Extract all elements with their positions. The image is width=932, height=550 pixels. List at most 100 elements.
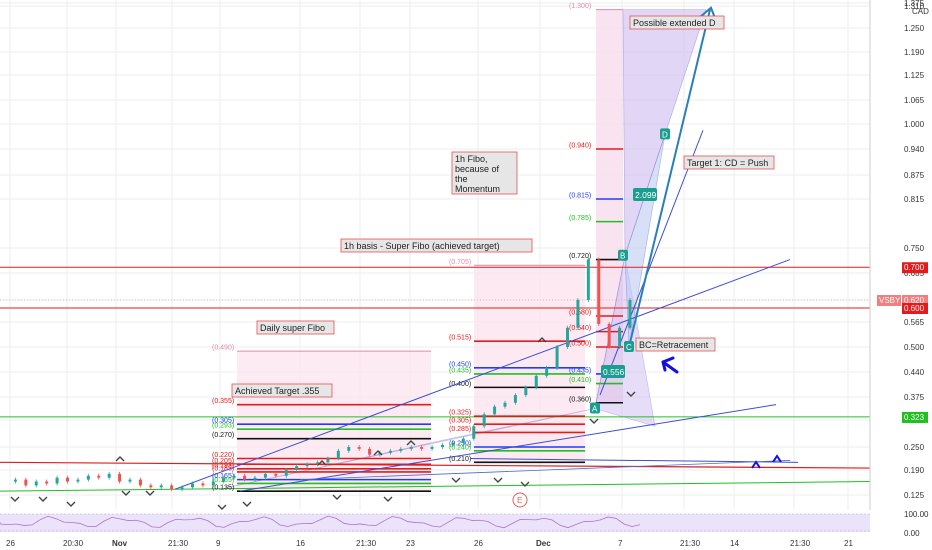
basis-fib-label: (0.400) xyxy=(449,381,471,388)
time-tick-label: 21:30 xyxy=(356,539,377,548)
price-candles xyxy=(13,257,632,492)
candle-body xyxy=(388,450,392,453)
candle-body xyxy=(34,481,38,486)
candle-body xyxy=(430,447,434,449)
candle-body xyxy=(45,481,49,484)
candle-body xyxy=(513,395,517,403)
price-tick-label: 0.815 xyxy=(904,195,925,204)
price-tick-label: 1.000 xyxy=(904,120,925,129)
candle-body xyxy=(97,475,101,478)
down-signal-marker xyxy=(493,477,503,483)
candle-body xyxy=(149,485,153,488)
down-signal-marker xyxy=(451,477,461,483)
candle-body xyxy=(503,402,507,407)
channel-mid-line xyxy=(239,404,777,492)
candle-body xyxy=(420,447,424,449)
price-badge-label: 0.700 xyxy=(904,263,925,272)
daily-fib-label: (0.165) xyxy=(212,473,234,480)
candle-body xyxy=(451,442,455,445)
momentum-note-text: Momentum xyxy=(455,184,500,194)
candle-body xyxy=(24,479,28,486)
basis-fib-label: (0.240) xyxy=(449,444,471,451)
target1-note-text: Target 1: CD = Push xyxy=(687,158,768,168)
pattern-points: A B C D 0.556 2.099 xyxy=(590,128,670,414)
channel-floor-line xyxy=(299,460,791,481)
oscillator-tick: 100.00 xyxy=(904,510,929,519)
pattern-point-b xyxy=(618,249,628,261)
candle-body xyxy=(618,327,622,347)
momentum-fib-label: (0.815) xyxy=(569,193,591,200)
time-tick-label: 21:30 xyxy=(680,539,701,548)
daily-fib-label: (0.205) xyxy=(212,458,234,465)
candle-body xyxy=(472,426,476,439)
momentum-note-text: the xyxy=(455,174,468,184)
momentum-note-text: because of xyxy=(455,164,500,174)
basis-fib-label: (0.210) xyxy=(449,456,471,463)
candle-body xyxy=(524,387,528,396)
pattern-point-a xyxy=(590,402,600,414)
price-tick-label: 0.125 xyxy=(904,491,925,500)
price-tick-label: 0.375 xyxy=(904,393,925,402)
bc-note-box xyxy=(635,337,716,352)
candle-body xyxy=(211,481,215,486)
price-badge-label: 0.323 xyxy=(904,413,925,422)
achieved-note-box xyxy=(231,383,333,398)
price-axis[interactable]: 1.3751.3501.3101.2501.1901.1251.0651.000… xyxy=(869,0,928,510)
momentum-fib-label: (0.785) xyxy=(569,215,591,222)
down-signal-marker xyxy=(145,490,155,496)
momentum-fib-label: (0.580) xyxy=(569,310,591,317)
down-signal-marker xyxy=(38,496,48,502)
candle-body xyxy=(191,483,194,488)
basis-fib-label: (0.435) xyxy=(449,367,471,374)
candle-body xyxy=(461,438,465,443)
price-tick-label: 0.685 xyxy=(904,269,925,278)
candle-body xyxy=(336,450,340,459)
daily-fib-label: (0.270) xyxy=(212,432,234,439)
candle-body xyxy=(201,483,205,486)
earnings-marker-label: E xyxy=(517,496,522,505)
daily-fib-label: (0.293) xyxy=(212,423,234,430)
basis-fib-label: (0.285) xyxy=(449,426,471,433)
momentum-fib-label: (0.720) xyxy=(569,253,591,260)
down-signal-marker xyxy=(121,490,131,496)
channel-top-line xyxy=(174,259,791,490)
time-tick-label: 21:30 xyxy=(790,539,811,548)
price-tick-label: 0.940 xyxy=(904,145,925,154)
down-signal-marker xyxy=(383,496,393,502)
time-tick-label: 23 xyxy=(406,539,415,548)
down-signal-marker xyxy=(242,501,252,507)
candle-body xyxy=(357,447,361,449)
candle-body xyxy=(128,479,132,482)
time-tick-label: Dec xyxy=(536,539,551,548)
down-signal-marker xyxy=(626,391,636,397)
down-signal-marker xyxy=(10,496,20,502)
basis-fib-label: (0.450) xyxy=(449,361,471,368)
basis-note-box xyxy=(340,238,533,253)
pattern-point-label: C xyxy=(626,343,632,352)
target-arrow-shaft xyxy=(628,9,711,348)
horizontal-lines xyxy=(0,266,871,492)
pattern-point-label: A xyxy=(592,405,598,414)
candle-body xyxy=(628,300,632,328)
up-signal-marker xyxy=(406,440,416,446)
value-badge-label: 0.556 xyxy=(603,367,625,377)
price-tick-label: 1.250 xyxy=(904,24,925,33)
candle-body xyxy=(263,473,267,478)
price-badge xyxy=(902,262,928,274)
time-axis[interactable]: 26 20:30 Nov 21:30 9 16 21:30 23 26 Dec 7 21:30 14 21… xyxy=(6,539,853,548)
momentum-fib-label: (0.360) xyxy=(569,396,591,403)
daily-note-text: Daily super Fibo xyxy=(260,323,325,333)
momentum-note-box xyxy=(451,151,518,195)
time-tick-label: 20:30 xyxy=(63,539,84,548)
oscillator-line xyxy=(0,515,641,529)
pattern-point-c xyxy=(624,341,634,352)
candle-body xyxy=(66,477,69,482)
candle-body xyxy=(566,327,569,347)
daily-note-box xyxy=(256,320,335,335)
daily-fib-zone xyxy=(237,351,431,492)
daily-fib-label: (0.490) xyxy=(212,345,234,352)
price-tick-label: 0.190 xyxy=(904,466,925,475)
candle-body xyxy=(232,475,236,478)
blue-arrow-marker xyxy=(661,356,679,374)
